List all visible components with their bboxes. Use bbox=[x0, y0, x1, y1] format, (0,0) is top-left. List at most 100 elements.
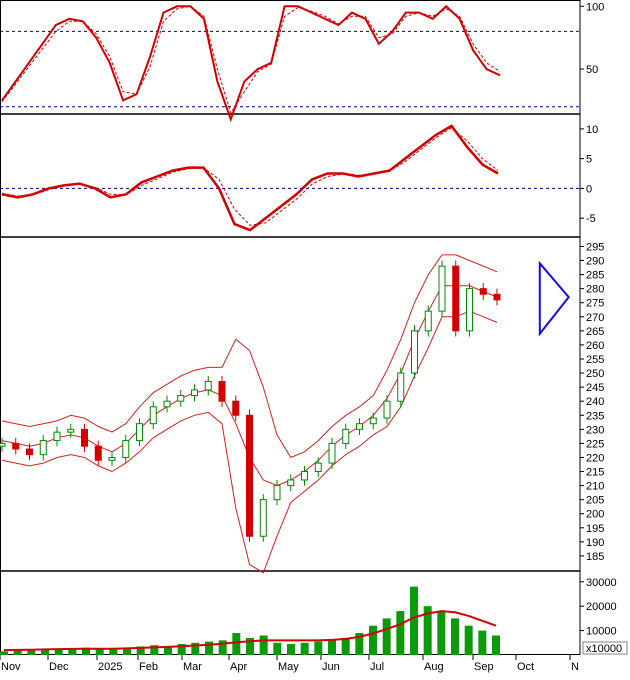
chart-frame bbox=[0, 0, 581, 655]
osc1-fast-line bbox=[1, 4, 501, 123]
volume-bar bbox=[478, 630, 487, 655]
candle-body bbox=[191, 389, 198, 397]
candle-body bbox=[94, 445, 102, 461]
volume-ytick-label: 10000 bbox=[586, 626, 617, 638]
price-ytick-label: 210 bbox=[586, 481, 604, 493]
osc2-ytick-label: -5 bbox=[586, 213, 596, 225]
volume-bar bbox=[150, 645, 159, 655]
osc2-main-line bbox=[1, 124, 499, 232]
candle-body bbox=[218, 380, 226, 402]
candle-body bbox=[26, 448, 33, 456]
volume-bar bbox=[164, 646, 172, 655]
candle-body bbox=[204, 380, 212, 391]
candle-body bbox=[397, 372, 405, 402]
x-axis-label: 2025 bbox=[98, 661, 122, 673]
volume-bar bbox=[54, 649, 63, 655]
osc1-slow-line bbox=[1, 5, 501, 115]
x-axis-label: Feb bbox=[139, 661, 158, 673]
candle-body bbox=[177, 395, 185, 402]
volume-bar bbox=[246, 637, 254, 655]
volume-bar bbox=[0, 651, 8, 655]
volume-unit-box bbox=[582, 641, 628, 655]
volume-bar bbox=[259, 635, 268, 655]
volume-bar bbox=[341, 637, 350, 655]
volume-bar bbox=[232, 633, 241, 655]
price-ytick-label: 220 bbox=[586, 452, 604, 464]
volume-bar bbox=[382, 618, 391, 655]
candle-body bbox=[466, 288, 473, 332]
candle-body bbox=[493, 293, 501, 301]
price-ytick-label: 190 bbox=[586, 537, 604, 549]
candle-body bbox=[411, 330, 418, 374]
price-ytick-label: 265 bbox=[586, 326, 604, 338]
volume-bar bbox=[95, 648, 104, 655]
price-ytick-label: 280 bbox=[586, 284, 604, 296]
x-axis-label: Apr bbox=[230, 661, 247, 673]
volume-bar bbox=[136, 646, 145, 655]
volume-bar bbox=[287, 644, 295, 655]
candle-body bbox=[314, 462, 322, 473]
volume-bar bbox=[369, 625, 377, 655]
osc2-ytick-label: 10 bbox=[586, 124, 598, 136]
x-axis-label: May bbox=[278, 661, 299, 673]
candle-body bbox=[0, 442, 6, 447]
volume-bar bbox=[300, 642, 309, 655]
volume-bar bbox=[423, 606, 432, 655]
x-axis-label: Jun bbox=[322, 661, 340, 673]
price-ytick-label: 200 bbox=[586, 509, 604, 521]
candle-body bbox=[149, 406, 157, 425]
price-ytick-label: 275 bbox=[586, 298, 604, 310]
volume-bar bbox=[41, 648, 49, 655]
candle-body bbox=[356, 423, 363, 430]
volume-bar bbox=[191, 642, 200, 655]
candle-body bbox=[273, 485, 281, 501]
price-ytick-label: 260 bbox=[586, 340, 604, 352]
volume-bar bbox=[13, 650, 22, 655]
price-ytick-label: 205 bbox=[586, 495, 604, 507]
candle-body bbox=[232, 400, 240, 416]
volume-bar bbox=[27, 650, 36, 655]
candle-body bbox=[369, 417, 377, 425]
x-axis-label: Mar bbox=[183, 661, 202, 673]
candle-body bbox=[163, 400, 171, 408]
volume-bar bbox=[314, 641, 323, 655]
price-ytick-label: 195 bbox=[586, 523, 604, 535]
volume-bar bbox=[273, 642, 282, 655]
volume-bar bbox=[109, 649, 118, 655]
symmetrical-triangle bbox=[538, 260, 570, 337]
candle-body bbox=[246, 414, 253, 537]
candle-body bbox=[479, 288, 487, 295]
bollinger-upper-band bbox=[1, 254, 498, 459]
x-axis-label: Dec bbox=[49, 661, 69, 673]
price-ytick-label: 245 bbox=[586, 382, 604, 394]
volume-bar bbox=[177, 644, 186, 655]
candle-body bbox=[424, 310, 432, 332]
price-ytick-label: 185 bbox=[586, 551, 604, 563]
volume-bar bbox=[82, 647, 90, 655]
price-ytick-label: 295 bbox=[586, 241, 604, 253]
candle-body bbox=[287, 479, 295, 487]
candle-body bbox=[67, 428, 75, 433]
x-axis-label: N bbox=[571, 661, 579, 673]
candle-body bbox=[328, 442, 336, 464]
price-ytick-label: 285 bbox=[586, 270, 604, 282]
candle-body bbox=[301, 471, 308, 481]
candle-body bbox=[452, 265, 460, 332]
volume-ytick-label: 30000 bbox=[586, 577, 617, 589]
volume-bar bbox=[410, 586, 418, 655]
volume-bar bbox=[451, 618, 459, 655]
x-axis-label: Sep bbox=[474, 661, 494, 673]
price-ytick-label: 240 bbox=[586, 396, 604, 408]
osc1-ytick-label: 50 bbox=[586, 64, 598, 76]
candle-body bbox=[39, 440, 47, 456]
candle-body bbox=[342, 428, 350, 444]
price-ytick-label: 290 bbox=[586, 256, 604, 268]
volume-bar bbox=[205, 641, 213, 655]
volume-bar bbox=[123, 647, 131, 655]
candle-body bbox=[438, 265, 446, 312]
osc2-ytick-label: 5 bbox=[586, 154, 592, 166]
candle-body bbox=[53, 431, 61, 442]
price-ytick-label: 225 bbox=[586, 438, 604, 450]
